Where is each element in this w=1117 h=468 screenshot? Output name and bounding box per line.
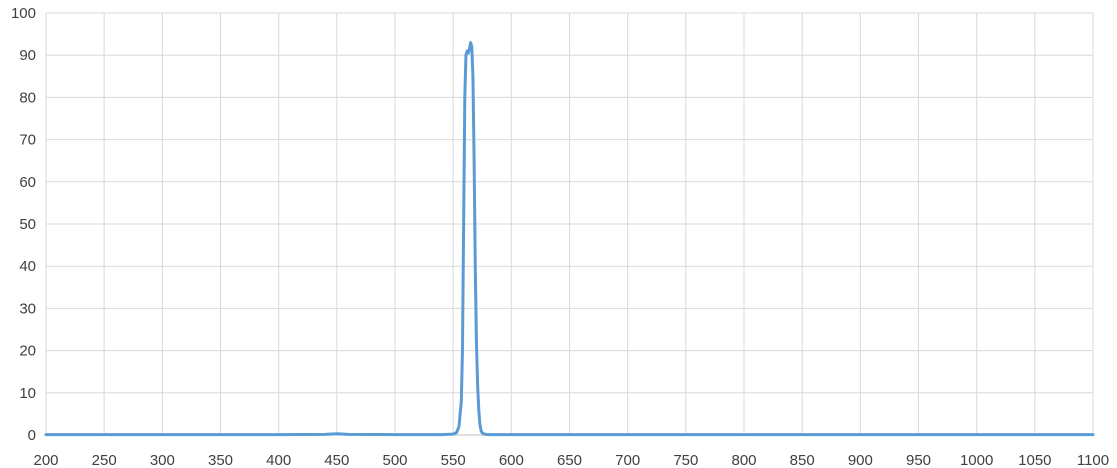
x-tick-label: 650 <box>557 452 582 468</box>
x-tick-label: 350 <box>208 452 233 468</box>
tick-labels: 0 10 20 30 40 50 60 70 80 90 100 200 250 300 350 400 450… <box>11 5 1109 468</box>
x-tick-label: 400 <box>266 452 291 468</box>
x-tick-label: 500 <box>382 452 407 468</box>
y-tick-label: 50 <box>19 216 36 233</box>
x-tick-label: 900 <box>848 452 873 468</box>
grid <box>45 12 1094 436</box>
y-tick-label: 40 <box>19 258 36 275</box>
y-tick-label: 0 <box>28 427 36 444</box>
x-tick-label: 750 <box>673 452 698 468</box>
x-tick-label: 550 <box>441 452 466 468</box>
y-tick-label: 70 <box>19 132 36 149</box>
y-tick-label: 30 <box>19 300 36 317</box>
x-tick-label: 300 <box>150 452 175 468</box>
x-tick-label: 850 <box>790 452 815 468</box>
y-tick-label: 10 <box>19 385 36 402</box>
x-tick-label: 1050 <box>1018 452 1051 468</box>
x-tick-label: 700 <box>615 452 640 468</box>
x-tick-label: 1000 <box>960 452 993 468</box>
y-tick-label: 100 <box>11 5 36 22</box>
x-tick-label: 200 <box>33 452 58 468</box>
y-tick-label: 20 <box>19 343 36 360</box>
x-tick-label: 250 <box>92 452 117 468</box>
x-tick-label: 600 <box>499 452 524 468</box>
x-tick-label: 450 <box>324 452 349 468</box>
x-tick-label: 950 <box>906 452 931 468</box>
series-line-0 <box>44 41 1095 437</box>
x-tick-label: 1100 <box>1077 452 1109 468</box>
y-tick-label: 90 <box>19 47 36 64</box>
x-tick-label: 800 <box>731 452 756 468</box>
y-tick-label: 80 <box>19 89 36 106</box>
series-layer <box>44 41 1095 437</box>
y-tick-label: 60 <box>19 174 36 191</box>
